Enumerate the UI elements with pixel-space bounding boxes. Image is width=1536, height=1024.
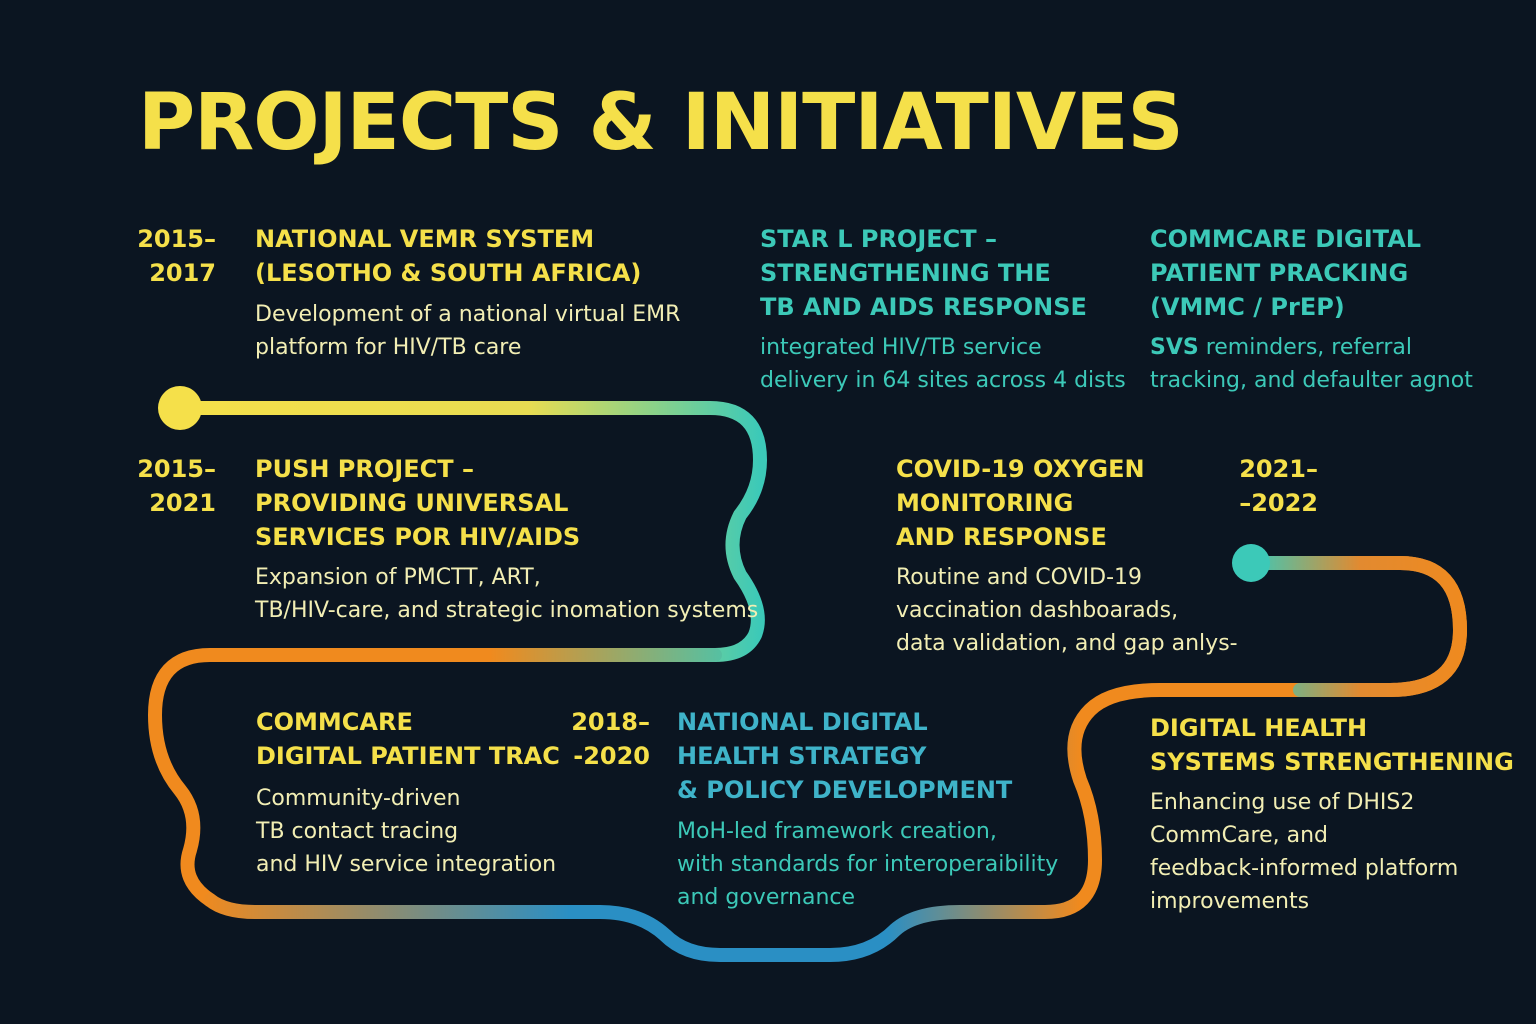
- item-years: 2015– 2021: [137, 455, 216, 517]
- item-heading: COVID-19 OXYGEN MONITORING AND RESPONSE: [896, 455, 1145, 551]
- timeline-start-node: [158, 386, 202, 430]
- item-years: 2015– 2017: [137, 225, 216, 287]
- item-heading: NATIONAL VEMR SYSTEM (LESOTHO & SOUTH AF…: [255, 225, 642, 287]
- item-years: 2018– -2020: [571, 708, 650, 770]
- item-description: integrated HIV/TB service delivery in 64…: [760, 335, 1126, 393]
- item-description: Development of a national virtual EMR pl…: [255, 302, 681, 360]
- timeline-segment-2: [147, 648, 722, 907]
- item-heading: PUSH PROJECT – PROVIDING UNIVERSAL SERVI…: [255, 455, 581, 551]
- item-description-text: reminders, referral tracking, and defaul…: [1150, 335, 1473, 393]
- item-description: Expansion of PMCTT, ART, TB/HIV-care, an…: [255, 565, 759, 623]
- item-description-lead: SVS: [1150, 335, 1199, 360]
- item-description: SVS reminders, referral tracking, and de…: [1150, 331, 1473, 397]
- item-description: Routine and COVID-19 vaccination dashboa…: [896, 565, 1238, 656]
- item-description: Community-driven TB contact tracing and …: [256, 786, 557, 877]
- item-description: Enhancing use of DHIS2 CommCare, and fee…: [1150, 790, 1459, 914]
- item-heading: NATIONAL DIGITAL HEALTH STRATEGY & POLIC…: [677, 708, 1013, 804]
- item-years: 2021– –2022: [1239, 455, 1318, 517]
- item-description: MoH-led framework creation, with standar…: [677, 819, 1059, 910]
- timeline-segment-4: [1243, 556, 1468, 697]
- page-title: PROJECTS & INITIATIVES: [138, 78, 1184, 168]
- timeline-segment-1: [173, 401, 768, 662]
- item-heading: STAR L PROJECT – STRENGTHENING THE TB AN…: [760, 225, 1087, 321]
- item-heading: COMMCARE DIGITAL PATIENT TRAC: [256, 708, 560, 770]
- item-heading: DIGITAL HEALTH SYSTEMS STRENGTHENING: [1150, 714, 1514, 776]
- item-heading: COMMCARE DIGITAL PATIENT PRACKING (VMMC …: [1150, 225, 1422, 321]
- timeline-node: [1232, 544, 1270, 582]
